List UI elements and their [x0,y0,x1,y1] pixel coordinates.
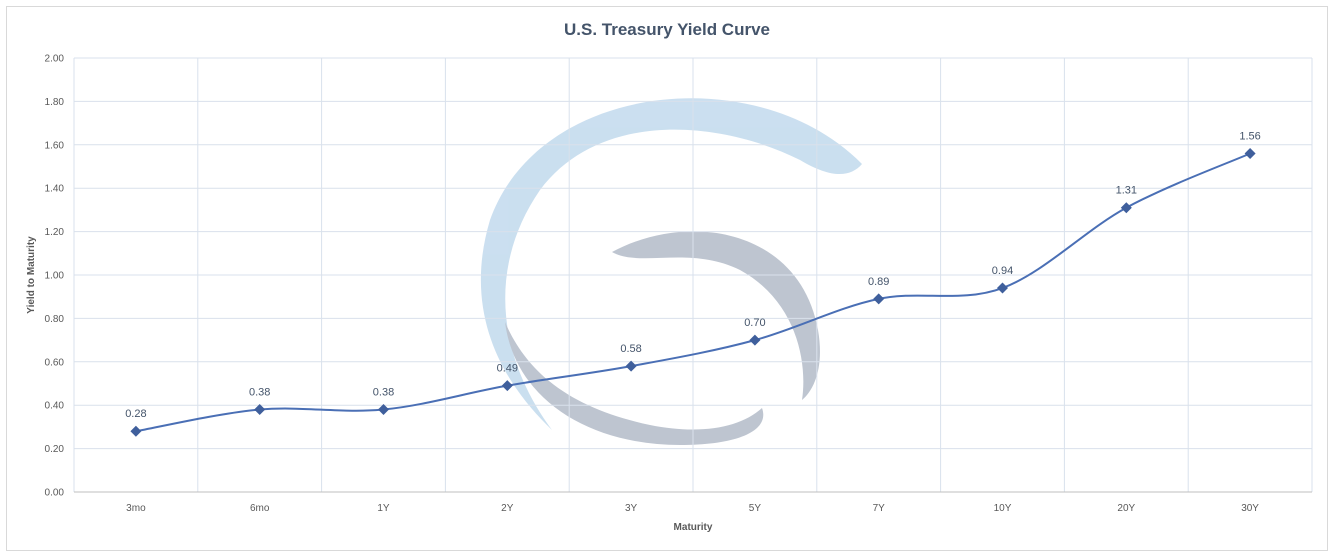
y-tick-label: 0.20 [45,444,65,455]
data-label: 0.94 [992,265,1013,277]
gridlines [73,57,1313,493]
chart-frame [6,6,1328,551]
data-labels: 0.28 0.38 0.38 0.49 0.58 0.70 0.89 0.94 1.31 1.56 [125,130,1261,420]
swirl-logo-icon [480,98,862,445]
y-tick-label: 0.60 [45,357,65,368]
y-axis-ticks: 0.00 0.20 0.40 0.60 0.80 1.00 1.20 1.40 1.60 1.80… [45,54,65,499]
data-point-marker [378,404,389,416]
x-tick-label: 6mo [250,503,270,514]
x-axis-title: Maturity [674,522,713,533]
y-tick-label: 2.00 [45,54,65,65]
x-tick-label: 3mo [126,503,146,514]
data-label: 0.58 [620,343,641,355]
x-tick-label: 5Y [749,503,762,514]
data-label: 0.70 [744,317,765,329]
data-point-marker [501,380,513,392]
data-label: 0.28 [125,408,146,420]
data-markers [130,147,1256,437]
x-tick-label: 20Y [1117,503,1135,514]
x-tick-label: 3Y [625,503,638,514]
data-point-marker [873,293,885,305]
x-axis-ticks: 3mo 6mo 1Y 2Y 3Y 5Y 7Y 10Y 20Y 30Y [126,503,1259,514]
series-line [135,152,1251,433]
y-tick-label: 0.80 [45,314,65,325]
x-tick-label: 7Y [873,503,886,514]
y-tick-label: 1.20 [45,227,65,238]
data-label: 0.38 [373,387,394,399]
data-point-marker [625,360,637,372]
x-tick-label: 10Y [994,503,1012,514]
x-tick-label: 2Y [501,503,514,514]
y-tick-label: 1.00 [45,271,65,282]
data-point-marker [1244,147,1256,159]
data-point-marker [130,425,142,437]
data-label: 0.89 [868,276,889,288]
y-tick-label: 1.80 [45,97,65,108]
y-tick-label: 1.40 [45,184,65,195]
chart-title: U.S. Treasury Yield Curve [564,20,770,39]
data-label: 0.38 [249,387,270,399]
data-point-marker [254,404,266,416]
x-tick-label: 1Y [377,503,390,514]
data-point-marker [749,334,761,346]
y-tick-label: 0.00 [45,488,65,499]
y-tick-label: 0.40 [45,401,65,412]
data-point-marker [1120,202,1132,214]
data-label: 1.56 [1239,130,1260,142]
y-axis-title: Yield to Maturity [26,236,37,314]
data-point-marker [997,282,1008,294]
x-tick-label: 30Y [1241,503,1259,514]
data-label: 1.31 [1116,185,1137,197]
y-tick-label: 1.60 [45,140,65,151]
data-label: 0.49 [497,363,518,375]
